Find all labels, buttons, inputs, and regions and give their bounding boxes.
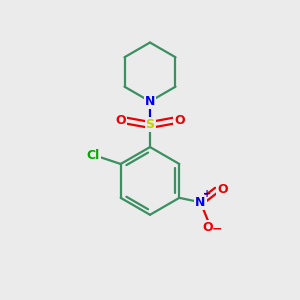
Text: S: S: [146, 118, 154, 131]
Text: Cl: Cl: [87, 149, 100, 162]
Text: O: O: [174, 114, 185, 127]
Text: −: −: [212, 222, 223, 235]
Text: N: N: [145, 95, 155, 108]
Text: +: +: [203, 189, 211, 199]
Text: O: O: [202, 221, 213, 234]
Text: O: O: [217, 183, 228, 196]
Text: O: O: [115, 114, 126, 127]
Text: N: N: [195, 196, 206, 209]
